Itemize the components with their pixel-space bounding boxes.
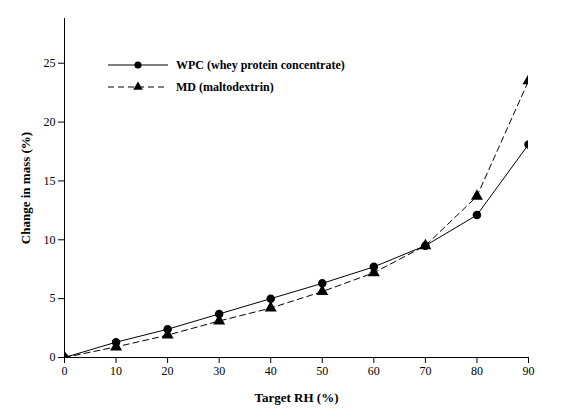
svg-text:20: 20 [44, 115, 56, 129]
svg-text:5: 5 [50, 291, 56, 305]
svg-text:80: 80 [471, 364, 483, 378]
svg-text:Change in mass (%): Change in mass (%) [18, 132, 33, 244]
svg-text:50: 50 [316, 364, 328, 378]
svg-text:0: 0 [50, 350, 56, 364]
svg-text:30: 30 [213, 364, 225, 378]
svg-text:0: 0 [62, 364, 68, 378]
svg-text:25: 25 [44, 56, 56, 70]
svg-text:70: 70 [419, 364, 431, 378]
svg-text:Target RH (%): Target RH (%) [254, 390, 338, 405]
svg-text:15: 15 [44, 174, 56, 188]
svg-text:60: 60 [368, 364, 380, 378]
svg-text:10: 10 [44, 233, 56, 247]
svg-text:10: 10 [110, 364, 122, 378]
svg-text:20: 20 [162, 364, 174, 378]
html-text:WPC (whey protein concentrate): WPC (whey protein concentrate) [176, 57, 345, 72]
svg-text:40: 40 [265, 364, 277, 378]
svg-text:90: 90 [523, 364, 535, 378]
html-text:MD (maltodextrin): MD (maltodextrin) [176, 79, 274, 94]
